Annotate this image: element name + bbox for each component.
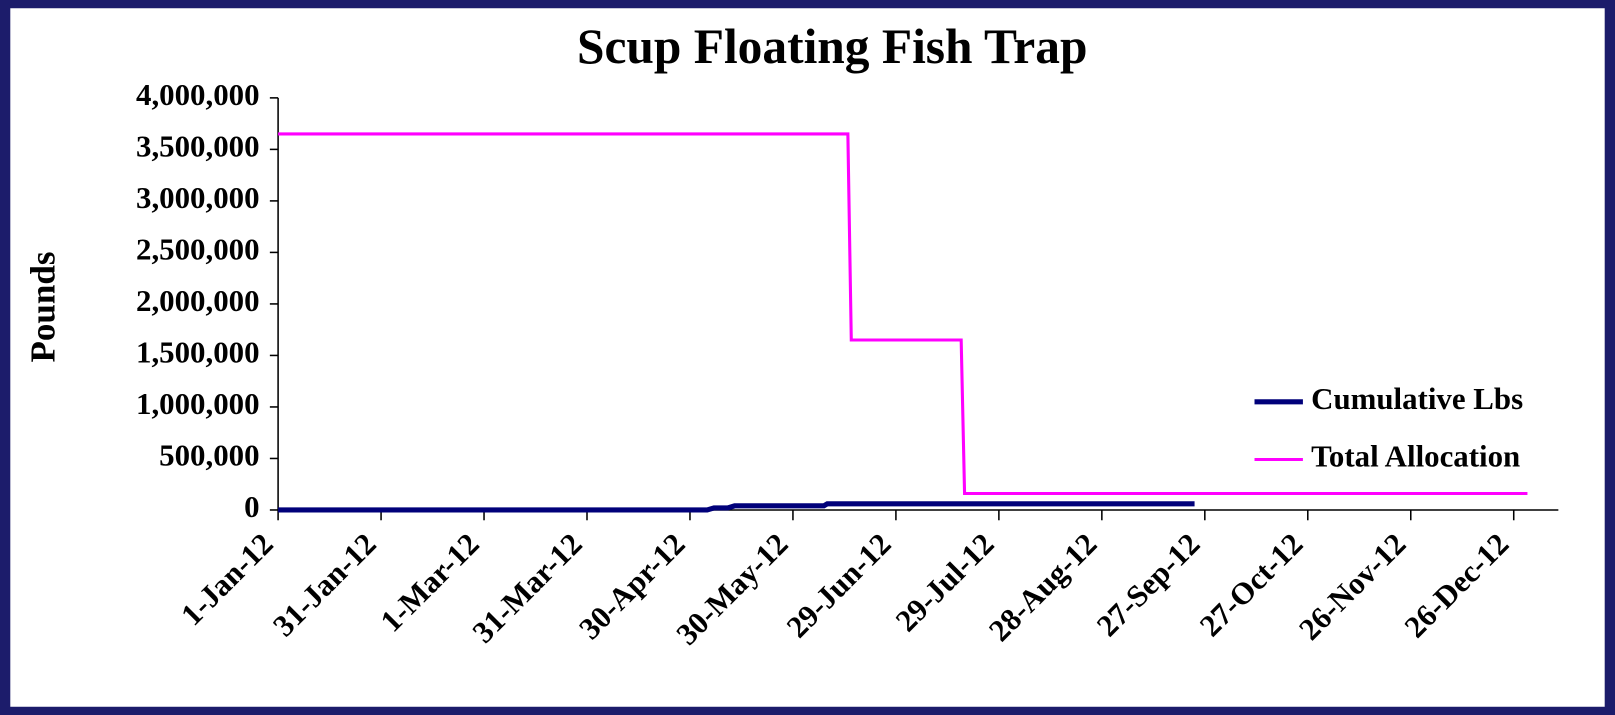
- y-tick-label: 0: [244, 489, 259, 524]
- y-tick-label: 1,500,000: [136, 335, 260, 370]
- y-tick-label: 2,500,000: [136, 232, 260, 267]
- series-line: [278, 132, 1528, 496]
- plot-background: [10, 8, 1605, 707]
- legend-label: Total Allocation: [1311, 439, 1520, 474]
- y-axis-label: Pounds: [23, 252, 62, 363]
- legend-label: Cumulative Lbs: [1311, 381, 1523, 416]
- y-tick-label: 4,000,000: [136, 77, 260, 112]
- y-tick-label: 3,500,000: [136, 128, 260, 163]
- chart-title: Scup Floating Fish Trap: [577, 19, 1087, 74]
- y-tick-label: 1,000,000: [136, 386, 260, 421]
- series-line: [278, 501, 1195, 513]
- y-tick-label: 3,000,000: [136, 180, 260, 215]
- y-tick-label: 500,000: [159, 438, 259, 473]
- y-tick-label: 2,000,000: [136, 283, 260, 318]
